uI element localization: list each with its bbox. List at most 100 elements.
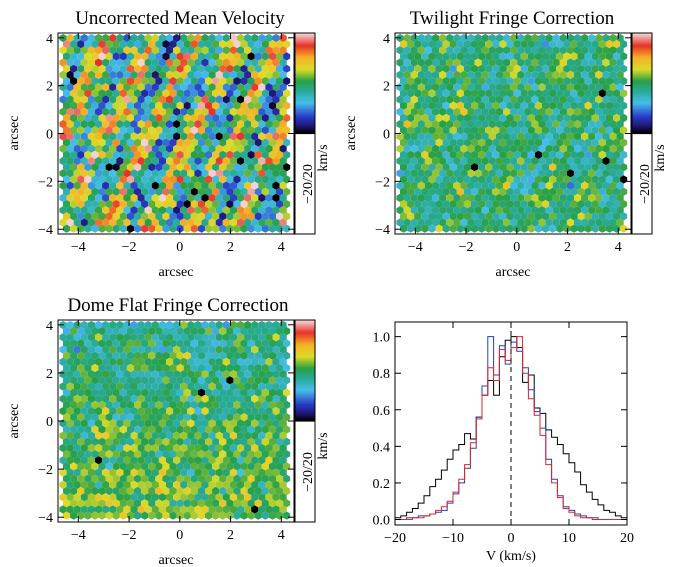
- spaxel: [116, 169, 124, 178]
- spaxel: [70, 77, 78, 86]
- spaxel: [183, 113, 191, 123]
- spaxel: [205, 163, 213, 172]
- spaxel: [148, 175, 156, 184]
- spaxel: [166, 58, 174, 67]
- spaxel: [194, 95, 202, 104]
- spaxel: [584, 77, 592, 86]
- spaxel: [254, 113, 262, 123]
- spaxel: [556, 40, 564, 49]
- spaxel: [237, 132, 245, 141]
- spaxel: [169, 363, 177, 373]
- spaxel: [187, 181, 195, 190]
- spaxel: [201, 83, 209, 92]
- spaxel: [91, 224, 99, 233]
- spaxel: [602, 132, 610, 141]
- spaxel: [212, 101, 220, 110]
- spaxel: [109, 505, 117, 514]
- spaxel: [467, 34, 475, 43]
- spaxel: [534, 163, 542, 172]
- spaxel: [499, 200, 507, 209]
- spaxel: [222, 431, 230, 440]
- spaxel: [588, 132, 596, 141]
- spaxel: [205, 400, 213, 409]
- spaxel: [591, 52, 599, 61]
- spaxel: [449, 77, 457, 86]
- spaxel: [229, 120, 237, 129]
- spaxel: [233, 175, 241, 184]
- spaxel: [208, 443, 216, 453]
- spaxel: [272, 456, 280, 465]
- spaxel: [70, 64, 78, 73]
- spaxel: [59, 70, 67, 79]
- spaxel: [173, 132, 181, 141]
- spaxel: [549, 89, 557, 98]
- spaxel: [229, 493, 237, 502]
- spaxel: [279, 70, 287, 79]
- spaxel: [247, 486, 255, 496]
- spaxel: [158, 34, 166, 43]
- spaxel: [126, 163, 134, 172]
- colorbar-swatch: [295, 86, 315, 89]
- spaxel: [410, 46, 418, 55]
- spaxel: [63, 113, 71, 123]
- spaxel: [258, 431, 266, 440]
- spaxel: [538, 107, 546, 116]
- spaxel: [187, 468, 195, 477]
- colorbar-swatch: [295, 365, 315, 368]
- y-tick-label: 2: [46, 80, 53, 95]
- spaxel: [233, 64, 241, 73]
- spaxel: [251, 505, 259, 514]
- spaxel: [538, 169, 546, 178]
- spaxel: [98, 413, 106, 422]
- spaxel: [559, 181, 567, 190]
- spaxel: [166, 382, 174, 391]
- spaxel: [180, 206, 188, 215]
- spaxel: [208, 206, 216, 215]
- spaxel: [520, 163, 528, 172]
- spaxel: [240, 499, 248, 508]
- spaxel: [428, 163, 436, 172]
- spaxel: [481, 83, 489, 92]
- spaxel: [229, 107, 237, 116]
- spaxel: [87, 132, 95, 141]
- spaxel: [616, 46, 624, 55]
- spaxel: [63, 40, 71, 49]
- spaxel: [130, 46, 138, 55]
- spaxel: [226, 212, 234, 221]
- spaxel: [442, 200, 450, 209]
- spaxel: [158, 333, 166, 342]
- y-axis-label: arcsec: [7, 404, 22, 439]
- spaxel: [421, 175, 429, 184]
- spaxel: [485, 138, 493, 147]
- spaxel: [155, 474, 163, 483]
- spaxel: [183, 511, 191, 520]
- spaxel: [155, 425, 163, 434]
- spaxel: [66, 333, 74, 342]
- spaxel: [506, 101, 514, 110]
- spaxel: [439, 193, 447, 202]
- spaxel: [463, 64, 471, 73]
- colorbar-swatch: [295, 51, 315, 54]
- spaxel: [190, 113, 198, 123]
- spaxel: [506, 224, 514, 233]
- spaxel: [222, 169, 230, 178]
- spaxel: [456, 212, 464, 221]
- spaxel: [141, 175, 149, 184]
- spaxel: [492, 187, 500, 196]
- spaxel: [566, 70, 574, 79]
- spaxel: [144, 468, 152, 477]
- spaxel: [595, 144, 603, 153]
- spaxel: [276, 175, 284, 184]
- y-tick-label: 0: [383, 128, 390, 143]
- spaxel: [492, 150, 500, 159]
- spaxel: [517, 107, 525, 116]
- spaxel: [66, 218, 74, 227]
- spaxel: [556, 224, 564, 233]
- spaxel: [233, 101, 241, 110]
- spaxel: [492, 175, 500, 184]
- spaxel: [183, 212, 191, 221]
- colorbar-swatch: [632, 74, 652, 78]
- spaxel: [428, 52, 436, 61]
- spaxel: [609, 58, 617, 67]
- spaxel: [70, 163, 78, 172]
